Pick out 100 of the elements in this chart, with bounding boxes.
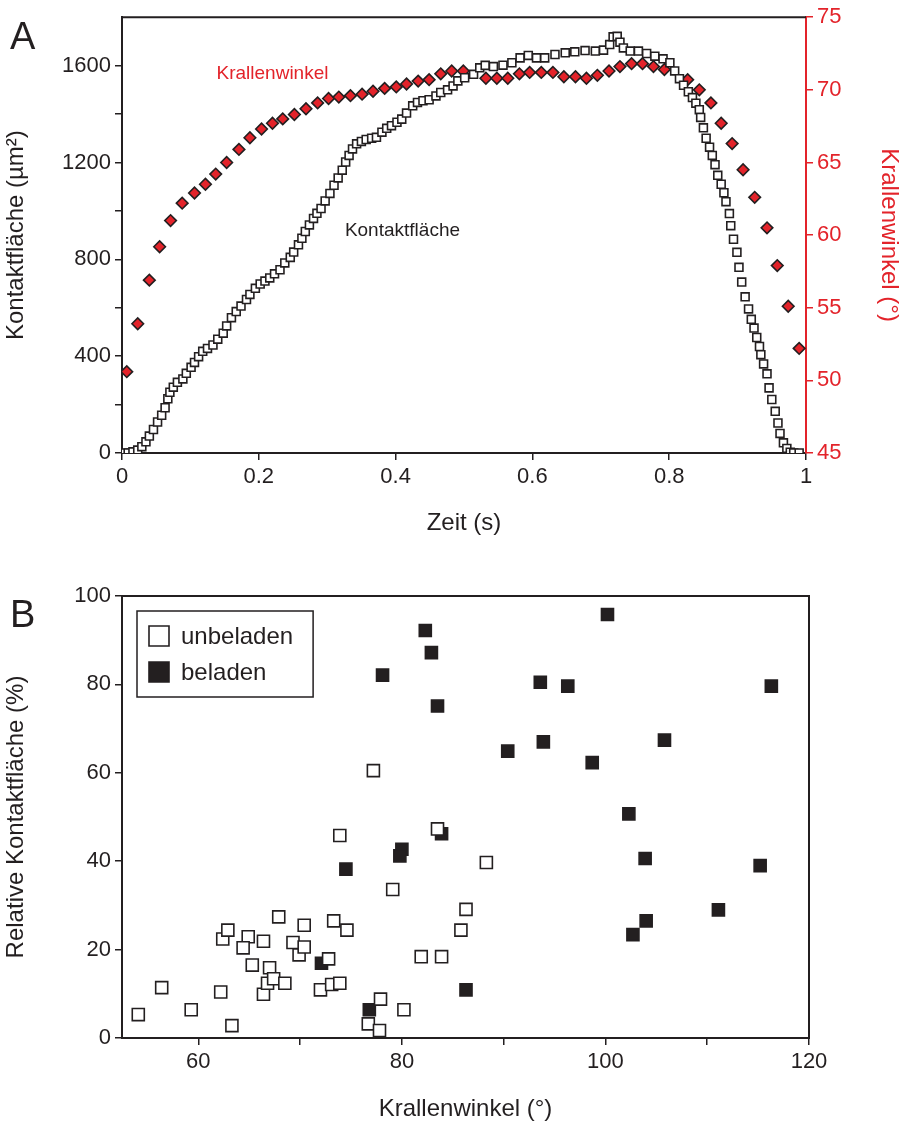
point bbox=[220, 155, 234, 170]
point bbox=[299, 102, 313, 116]
y-tick-label: 60 bbox=[86, 758, 111, 784]
point bbox=[512, 67, 526, 81]
point bbox=[265, 116, 280, 130]
point bbox=[278, 976, 292, 990]
x-tick-label: 0 bbox=[115, 463, 129, 489]
point bbox=[624, 57, 639, 71]
point bbox=[225, 1018, 239, 1033]
point bbox=[418, 623, 433, 638]
y-tick-label: 1600 bbox=[62, 51, 111, 77]
y2-axis-title: Krallenwinkel (°) bbox=[876, 148, 904, 322]
point bbox=[430, 822, 445, 836]
point bbox=[704, 96, 718, 110]
point bbox=[153, 240, 167, 254]
point bbox=[590, 68, 604, 82]
point bbox=[332, 828, 347, 843]
point bbox=[393, 849, 407, 863]
point bbox=[184, 1002, 199, 1017]
point bbox=[122, 365, 134, 379]
point bbox=[657, 733, 672, 747]
point bbox=[297, 940, 311, 954]
point bbox=[361, 1017, 376, 1031]
x-tick-label: 60 bbox=[186, 1048, 211, 1074]
point bbox=[585, 755, 600, 770]
point bbox=[646, 59, 661, 74]
point bbox=[362, 1002, 377, 1017]
point bbox=[245, 958, 260, 972]
point bbox=[711, 903, 726, 917]
point bbox=[657, 62, 672, 77]
point bbox=[378, 81, 392, 95]
point bbox=[287, 107, 301, 122]
point bbox=[332, 976, 347, 990]
point bbox=[373, 992, 388, 1006]
point bbox=[256, 934, 271, 949]
point bbox=[760, 221, 774, 235]
point bbox=[454, 923, 468, 937]
point bbox=[254, 122, 269, 136]
chart-title: B bbox=[10, 593, 36, 636]
series-label: Kontaktfläche bbox=[344, 218, 461, 240]
point bbox=[792, 341, 806, 356]
point bbox=[414, 949, 429, 964]
point bbox=[459, 902, 473, 917]
point bbox=[764, 679, 779, 693]
point bbox=[355, 87, 369, 101]
chart-title: A bbox=[10, 14, 36, 57]
point bbox=[276, 112, 290, 126]
point bbox=[781, 299, 795, 313]
y-axis-title: Kontaktfläche (µm²) bbox=[1, 130, 29, 341]
y2-tick-label: 70 bbox=[817, 75, 842, 101]
y2-tick-label: 60 bbox=[817, 221, 842, 247]
x-tick-label: 0.4 bbox=[380, 463, 411, 489]
point bbox=[560, 679, 575, 693]
point bbox=[753, 858, 767, 873]
point bbox=[579, 71, 594, 85]
point bbox=[534, 65, 548, 79]
legend-label: beladen bbox=[181, 657, 267, 685]
point bbox=[221, 923, 235, 937]
point bbox=[422, 73, 436, 87]
y-tick-label: 0 bbox=[98, 439, 111, 465]
point bbox=[213, 985, 228, 999]
x-axis-title: Zeit (s) bbox=[426, 508, 502, 536]
point bbox=[536, 735, 551, 749]
point bbox=[366, 84, 380, 98]
point bbox=[445, 64, 459, 78]
x-tick-label: 120 bbox=[790, 1048, 828, 1074]
point bbox=[340, 923, 354, 937]
point bbox=[297, 918, 311, 933]
x-tick-label: 0.8 bbox=[653, 463, 685, 489]
y-tick-label: 0 bbox=[98, 1024, 111, 1050]
point bbox=[372, 1023, 387, 1038]
x-tick-label: 80 bbox=[389, 1048, 415, 1074]
point bbox=[232, 142, 246, 156]
point bbox=[533, 675, 548, 689]
point bbox=[397, 1002, 411, 1017]
point bbox=[557, 70, 571, 84]
point bbox=[770, 259, 784, 273]
point bbox=[339, 862, 353, 876]
y2-tick-label: 45 bbox=[817, 439, 842, 465]
point bbox=[163, 213, 178, 228]
point bbox=[187, 186, 202, 200]
point bbox=[600, 607, 615, 622]
point bbox=[385, 882, 400, 897]
point bbox=[332, 90, 346, 104]
y-tick-label: 400 bbox=[74, 342, 111, 368]
x-axis-title: Krallenwinkel (°) bbox=[378, 1094, 553, 1122]
y2-tick-label: 75 bbox=[817, 3, 842, 29]
point bbox=[501, 71, 515, 85]
point bbox=[459, 983, 473, 997]
point bbox=[142, 273, 156, 287]
y2-tick-label: 65 bbox=[817, 148, 842, 174]
point bbox=[568, 70, 583, 84]
y-tick-label: 40 bbox=[86, 847, 111, 873]
point bbox=[154, 980, 169, 995]
legend-label: unbeladen bbox=[181, 621, 294, 649]
x-tick-label: 0.6 bbox=[517, 463, 548, 489]
series-label: Krallenwinkel bbox=[216, 62, 329, 84]
y-tick-label: 20 bbox=[86, 935, 111, 961]
point bbox=[243, 131, 257, 145]
point bbox=[635, 57, 650, 71]
